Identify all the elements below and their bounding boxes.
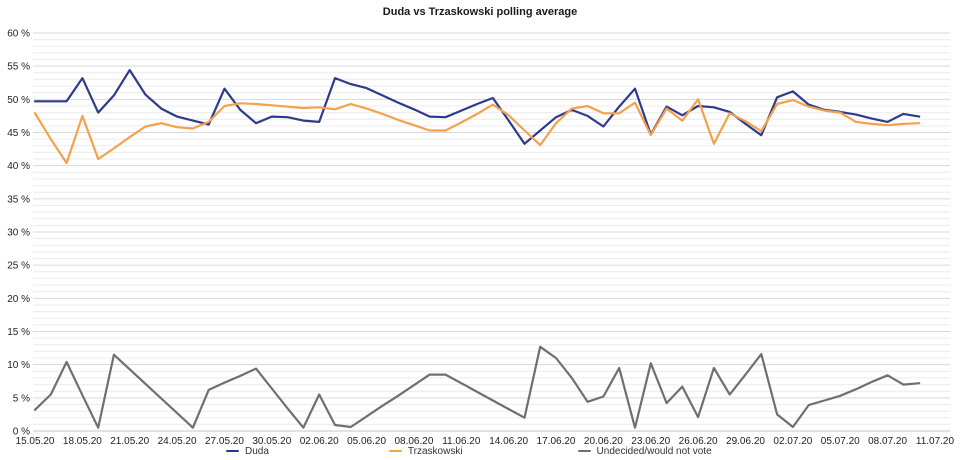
y-axis-label: 15 % — [7, 327, 30, 338]
legend-item-duda: Duda — [226, 446, 269, 457]
x-axis-label: 29.06.20 — [726, 436, 765, 447]
trzaskowski-line-swatch-icon — [388, 449, 402, 453]
trzaskowski-line — [33, 98, 921, 165]
x-axis-label: 21.05.20 — [110, 436, 149, 447]
y-axis-label: 20 % — [7, 294, 30, 305]
x-axis-label: 20.06.20 — [584, 436, 623, 447]
y-axis-label: 40 % — [7, 161, 30, 172]
x-axis-label: 30.05.20 — [252, 436, 291, 447]
undecided-line — [33, 345, 921, 429]
y-axis-label: 35 % — [7, 194, 30, 205]
y-axis-label: 0 % — [13, 427, 30, 438]
chart-title: Duda vs Trzaskowski polling average — [382, 6, 578, 18]
x-axis-label: 26.06.20 — [679, 436, 718, 447]
x-axis-label: 17.06.20 — [537, 436, 576, 447]
duda-line — [33, 68, 921, 145]
y-axis-label: 5 % — [13, 393, 30, 404]
duda-line-swatch-icon — [226, 449, 239, 453]
y-axis-label: 25 % — [7, 261, 30, 272]
x-axis-label: 11.06.20 — [442, 436, 481, 447]
x-axis-label: 05.06.20 — [347, 436, 386, 447]
y-axis-label: 50 % — [7, 95, 30, 106]
x-axis-label: 14.06.20 — [489, 436, 528, 447]
legend-label-undecided: Undecided/would not vote — [596, 445, 712, 457]
legend-item-undecided: Undecided/would not vote — [577, 445, 712, 457]
chart-legend: Duda Trzaskowski Undecided/would not vot… — [0, 444, 960, 458]
legend-item-trzaskowski: Trzaskowski — [388, 445, 463, 457]
x-axis-label: 11.07.20 — [916, 436, 955, 447]
x-axis-label: 27.05.20 — [205, 436, 244, 447]
x-axis-label: 02.07.20 — [773, 436, 812, 447]
x-axis-label: 02.06.20 — [300, 436, 339, 447]
y-axis-label: 30 % — [7, 228, 30, 239]
x-axis-label: 08.06.20 — [394, 436, 433, 447]
x-axis-label: 08.07.20 — [868, 436, 907, 447]
x-axis-label: 18.05.20 — [63, 436, 102, 447]
x-axis-label: 24.05.20 — [158, 436, 197, 447]
x-axis-label: 05.07.20 — [821, 436, 860, 447]
y-axis-label: 45 % — [7, 128, 30, 139]
y-axis-label: 10 % — [7, 360, 30, 371]
undecided-line-swatch-icon — [577, 449, 591, 453]
x-axis-label: 23.06.20 — [631, 436, 670, 447]
legend-label-duda: Duda — [245, 445, 269, 457]
legend-label-trzaskowski: Trzaskowski — [407, 445, 463, 457]
y-axis-label: 60 % — [7, 29, 30, 40]
y-axis-label: 55 % — [7, 62, 30, 73]
x-axis-label: 15.05.20 — [16, 436, 55, 447]
